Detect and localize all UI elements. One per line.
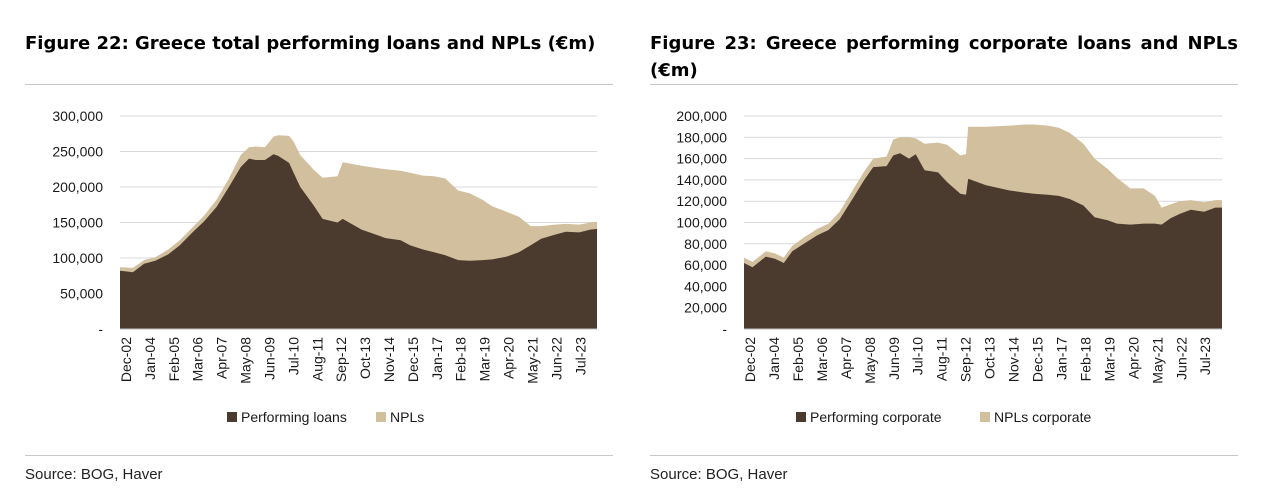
y-tick-label: 250,000: [52, 144, 103, 160]
y-tick-label: 140,000: [676, 172, 727, 188]
y-tick-label: -: [98, 321, 103, 337]
y-tick-label: 160,000: [676, 151, 727, 167]
figure-title: Figure 23: Greece performing corporate l…: [650, 33, 1238, 81]
performing-area: [120, 154, 597, 329]
x-tick-label: Nov-14: [381, 337, 397, 382]
top-divider: [650, 84, 1238, 85]
x-tick-label: Sep-12: [333, 337, 349, 382]
legend-label: NPLs corporate: [994, 409, 1091, 425]
x-tick-label: Dec-15: [1030, 337, 1046, 382]
x-tick-label: Feb-18: [1077, 337, 1093, 382]
x-tick-label: Apr-07: [838, 337, 854, 379]
y-tick-label: 200,000: [676, 108, 727, 124]
x-tick-label: Apr-20: [501, 337, 517, 379]
y-tick-label: 80,000: [684, 236, 727, 252]
top-divider: [25, 84, 613, 85]
x-tick-label: Feb-05: [166, 337, 182, 382]
x-tick-label: Oct-13: [982, 337, 998, 379]
y-tick-label: 100,000: [52, 250, 103, 266]
x-tick-label: Feb-18: [453, 337, 469, 382]
bottom-divider: [650, 455, 1238, 456]
x-tick-label: Dec-02: [742, 337, 758, 382]
x-tick-label: Mar-19: [1101, 337, 1117, 382]
x-tick-label: Jul-10: [285, 337, 301, 375]
x-tick-label: Jan-17: [429, 337, 445, 380]
x-tick-label: Feb-05: [790, 337, 806, 382]
x-tick-label: Oct-13: [357, 337, 373, 379]
x-tick-label: Dec-15: [405, 337, 421, 382]
y-tick-label: 180,000: [676, 129, 727, 145]
figure-22-panel: Figure 22: Greece total performing loans…: [25, 0, 615, 502]
legend-swatch: [227, 412, 237, 422]
y-tick-label: 100,000: [676, 215, 727, 231]
legend-label: NPLs: [390, 409, 424, 425]
figure-23-panel: Figure 23: Greece performing corporate l…: [650, 0, 1240, 502]
source-note: Source: BOG, Haver: [650, 466, 788, 483]
y-tick-label: 20,000: [684, 300, 727, 316]
x-tick-label: Mar-19: [477, 337, 493, 382]
x-tick-label: Jul-23: [1197, 337, 1213, 375]
y-tick-label: 40,000: [684, 278, 727, 294]
x-tick-label: Apr-20: [1125, 337, 1141, 379]
y-tick-label: 300,000: [52, 108, 103, 124]
x-tick-label: Jan-04: [142, 337, 158, 380]
x-tick-label: Aug-11: [309, 337, 325, 381]
legend-swatch: [376, 412, 386, 422]
legend-label: Performing loans: [241, 409, 347, 425]
x-tick-label: Apr-07: [214, 337, 230, 379]
y-tick-label: -: [722, 321, 727, 337]
x-tick-label: Aug-11: [934, 337, 950, 381]
greece-total-loans-chart: - 50,000 100,000 150,000 200,000 250,000 300,0…: [52, 108, 597, 425]
x-tick-label: Dec-02: [118, 337, 134, 382]
x-tick-label: Jul-23: [572, 337, 588, 375]
legend-swatch: [796, 412, 806, 422]
figure-title: Figure 22: Greece total performing loans…: [25, 33, 596, 54]
y-tick-label: 150,000: [52, 215, 103, 231]
x-tick-label: May-21: [1149, 337, 1165, 384]
greece-corporate-loans-chart: - 20,000 40,000 60,000 80,000 100,000 120,000 1…: [676, 108, 1222, 425]
x-tick-label: Jan-04: [766, 337, 782, 380]
legend-label: Performing corporate: [810, 409, 942, 425]
x-tick-label: May-08: [862, 337, 878, 384]
y-tick-label: 60,000: [684, 257, 727, 273]
y-tick-label: 200,000: [52, 179, 103, 195]
x-tick-label: Jun-22: [548, 337, 564, 380]
legend-swatch: [980, 412, 990, 422]
source-note: Source: BOG, Haver: [25, 466, 163, 483]
bottom-divider: [25, 455, 613, 456]
x-tick-label: Nov-14: [1006, 337, 1022, 382]
x-tick-label: Jun-09: [261, 337, 277, 380]
x-tick-label: May-21: [524, 337, 540, 384]
x-tick-label: Jun-22: [1173, 337, 1189, 380]
x-tick-label: Mar-06: [190, 337, 206, 382]
y-tick-label: 50,000: [60, 286, 103, 302]
x-tick-label: May-08: [238, 337, 254, 384]
x-tick-label: Sep-12: [958, 337, 974, 382]
x-tick-label: Jul-10: [910, 337, 926, 375]
x-tick-label: Jun-09: [886, 337, 902, 380]
y-tick-label: 120,000: [676, 193, 727, 209]
performing-area: [744, 153, 1222, 329]
x-tick-label: Mar-06: [814, 337, 830, 382]
x-tick-label: Jan-17: [1053, 337, 1069, 380]
